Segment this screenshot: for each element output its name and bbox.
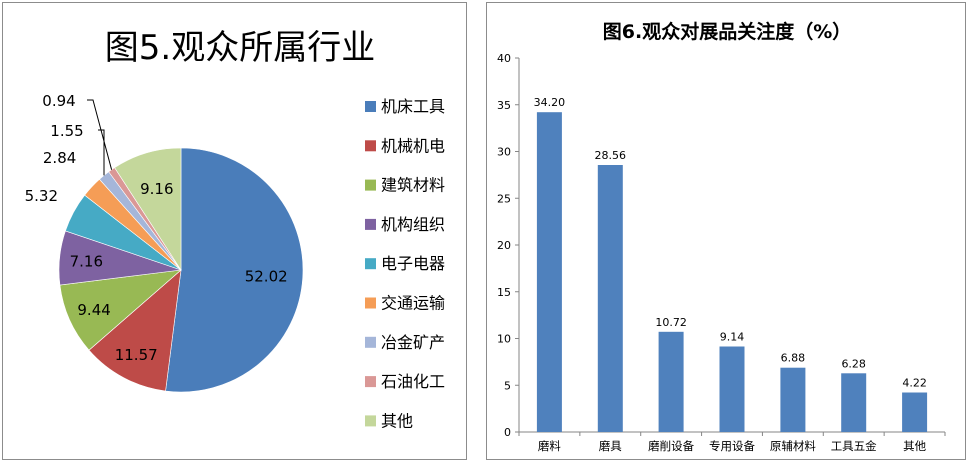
pie-leader-line-7 [98,129,105,176]
pie-value-label-6: 2.84 [43,149,76,167]
bar-6 [841,373,867,432]
bar-3 [658,331,684,432]
legend-swatch-1 [365,101,376,112]
y-tick-label-5: 5 [504,379,511,392]
y-tick-label-30: 30 [497,146,511,159]
legend-label-5: 电子电器 [381,254,445,273]
bar-value-label-3: 10.72 [655,316,687,329]
legend-label-3: 建筑材料 [381,176,445,195]
bar-value-label-7: 4.22 [902,377,927,390]
x-category-label-7: 其他 [903,439,926,453]
pie-value-label-8: 0.94 [42,92,75,110]
pie-slice-1 [165,147,304,393]
pie-value-label-1: 52.02 [245,267,288,285]
legend-swatch-2 [365,140,376,152]
pie-slice-2 [88,269,182,392]
legend-label-9: 其他 [381,411,413,430]
pie-leader-line-8 [87,99,113,170]
pie-value-label-2: 11.57 [115,346,158,364]
bar-value-label-1: 34.20 [534,96,566,109]
pie-value-label-4: 7.16 [70,252,103,270]
legend-label-2: 机械机电 [381,136,445,155]
bar-value-label-5: 6.88 [781,352,806,365]
legend-swatch-9 [365,415,376,427]
legend-label-7: 冶金矿产 [381,333,445,352]
x-category-label-4: 专用设备 [709,439,755,453]
y-tick-label-25: 25 [497,192,511,205]
pie-value-label-3: 9.44 [77,301,110,319]
bar-value-label-4: 9.14 [720,331,745,344]
legend-label-1: 机床工具 [381,97,445,116]
y-tick-label-20: 20 [497,239,511,252]
industry-pie-chart: 图5.观众所属行业 52.02 11.57 9.44 7.16 5.32 2.84 1.55… [25,28,445,430]
bar-2 [597,165,623,432]
legend-swatch-7 [365,336,376,348]
industry-pie-panel: 图5.观众所属行业 52.02 11.57 9.44 7.16 5.32 2.84 1.55… [2,2,467,460]
legend-swatch-5 [365,258,376,270]
bar-4 [719,346,745,432]
pie-chart-title: 图5.观众所属行业 [105,28,375,68]
y-tick-label-10: 10 [497,333,511,346]
legend-label-8: 石油化工 [381,372,445,391]
pie-slice-9 [114,147,182,272]
y-tick-label-15: 15 [497,286,511,299]
legend-swatch-6 [365,297,376,309]
bar-chart-title: 图6.观众对展品关注度（%） [603,20,851,43]
attention-bar-chart: 图6.观众对展品关注度（%） 0 5 10 15 20 25 30 35 40 34.20 磨料 2… [497,20,946,453]
bar-5 [780,367,806,432]
bar-value-label-2: 28.56 [595,149,627,162]
bar-1 [536,112,562,432]
legend-label-6: 交通运输 [381,294,445,313]
x-category-label-1: 磨料 [538,439,561,453]
x-category-label-5: 原辅材料 [770,439,816,453]
pie-value-label-7: 1.55 [50,122,83,140]
bar-value-label-6: 6.28 [841,357,866,370]
x-category-label-2: 磨具 [599,439,622,453]
legend-swatch-4 [365,218,376,230]
bar-7 [902,392,928,432]
attention-bar-panel: 图6.观众对展品关注度（%） 0 5 10 15 20 25 30 35 40 34.20 磨料 2… [486,2,966,460]
x-category-label-6: 工具五金 [831,439,877,453]
y-tick-label-35: 35 [497,99,511,112]
legend-label-4: 机构组织 [381,215,445,234]
x-category-label-3: 磨削设备 [648,439,694,453]
y-tick-label-0: 0 [504,426,511,439]
pie-value-label-9: 9.16 [140,180,173,198]
pie-value-label-5: 5.32 [25,187,58,205]
legend-swatch-8 [365,376,376,388]
y-tick-label-40: 40 [497,52,511,65]
legend-swatch-3 [365,179,376,191]
